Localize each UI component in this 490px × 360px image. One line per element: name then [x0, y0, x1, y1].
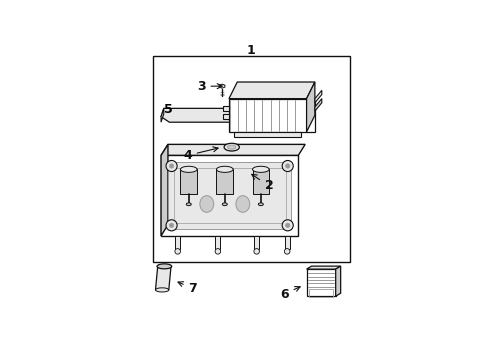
Polygon shape: [161, 108, 236, 122]
Circle shape: [286, 223, 290, 228]
Ellipse shape: [224, 143, 239, 151]
Polygon shape: [229, 99, 315, 132]
Polygon shape: [235, 132, 301, 138]
Polygon shape: [161, 144, 168, 236]
Polygon shape: [161, 156, 298, 236]
Ellipse shape: [186, 203, 191, 206]
Ellipse shape: [217, 166, 233, 172]
Text: 4: 4: [183, 147, 218, 162]
Polygon shape: [233, 114, 236, 125]
Circle shape: [286, 164, 290, 168]
Ellipse shape: [222, 203, 227, 206]
Circle shape: [166, 161, 177, 172]
Polygon shape: [285, 236, 290, 249]
Polygon shape: [223, 114, 229, 120]
Polygon shape: [252, 169, 269, 194]
Ellipse shape: [252, 166, 269, 172]
Bar: [153, 56, 349, 262]
Polygon shape: [336, 266, 341, 296]
Ellipse shape: [227, 145, 236, 149]
Polygon shape: [155, 266, 171, 290]
Text: 2: 2: [252, 174, 273, 193]
Bar: [309, 289, 333, 297]
Polygon shape: [161, 144, 305, 156]
Circle shape: [166, 220, 177, 231]
Polygon shape: [217, 169, 233, 194]
Polygon shape: [315, 90, 322, 103]
Polygon shape: [223, 105, 229, 111]
Ellipse shape: [200, 196, 214, 212]
Circle shape: [254, 249, 259, 254]
Circle shape: [170, 223, 174, 228]
Text: 7: 7: [178, 282, 197, 295]
Text: 3: 3: [197, 80, 222, 93]
Circle shape: [170, 164, 174, 168]
Polygon shape: [315, 99, 322, 111]
Polygon shape: [219, 84, 225, 88]
Polygon shape: [161, 108, 164, 122]
Text: 5: 5: [164, 103, 172, 116]
Polygon shape: [180, 169, 197, 194]
Circle shape: [282, 161, 293, 172]
Polygon shape: [216, 236, 220, 249]
Circle shape: [175, 249, 180, 254]
Polygon shape: [254, 236, 259, 249]
Ellipse shape: [157, 264, 172, 269]
Ellipse shape: [180, 166, 197, 172]
Polygon shape: [229, 82, 315, 99]
Circle shape: [284, 249, 290, 254]
Circle shape: [282, 220, 293, 231]
Text: 6: 6: [280, 287, 300, 301]
Polygon shape: [307, 269, 336, 296]
Text: 1: 1: [247, 44, 255, 57]
Polygon shape: [175, 236, 180, 249]
Polygon shape: [307, 82, 315, 132]
Polygon shape: [168, 162, 292, 229]
Circle shape: [215, 249, 221, 254]
Ellipse shape: [155, 288, 169, 292]
Polygon shape: [307, 266, 341, 269]
Ellipse shape: [258, 203, 263, 206]
Ellipse shape: [236, 196, 250, 212]
